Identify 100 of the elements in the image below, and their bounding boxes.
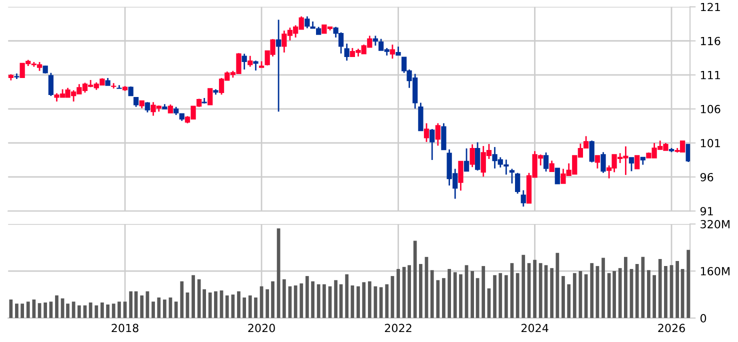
- candlestick: [248, 55, 253, 68]
- bar: [641, 256, 645, 318]
- candlestick: [372, 35, 378, 46]
- bar: [32, 300, 36, 318]
- bar: [214, 291, 218, 318]
- bar: [652, 275, 656, 318]
- bar: [266, 289, 270, 318]
- bar: [664, 266, 668, 318]
- bar: [572, 273, 576, 318]
- candlestick: [48, 72, 54, 97]
- candlestick: [344, 42, 350, 62]
- bar: [152, 302, 155, 318]
- bar: [44, 302, 48, 318]
- bar: [362, 282, 366, 318]
- y-tick-label: 116: [700, 36, 720, 46]
- bar: [504, 275, 508, 318]
- bar: [538, 263, 542, 318]
- bar: [647, 270, 650, 318]
- x-tick-label: 2026: [658, 324, 685, 332]
- candlestick: [144, 101, 150, 114]
- candlestick: [470, 144, 475, 168]
- bar: [106, 304, 110, 318]
- bar: [612, 271, 616, 318]
- bar: [590, 263, 594, 318]
- bar: [231, 294, 235, 318]
- bar: [459, 274, 462, 318]
- bar: [271, 281, 274, 318]
- bar: [140, 295, 144, 318]
- bar: [368, 281, 372, 318]
- bar: [413, 240, 417, 318]
- bar: [453, 272, 457, 318]
- bar: [470, 271, 474, 318]
- x-tick-label: 2022: [384, 324, 412, 332]
- y-tick-label: 91: [700, 206, 713, 216]
- candlestick: [509, 168, 515, 184]
- bar: [334, 280, 338, 318]
- candlestick: [634, 155, 640, 170]
- bar: [624, 256, 628, 318]
- bar: [345, 274, 349, 318]
- bar: [208, 292, 212, 318]
- candlestick: [242, 53, 247, 70]
- bar: [430, 270, 434, 318]
- candlestick: [441, 122, 446, 150]
- candlestick: [686, 144, 690, 163]
- candlestick: [430, 128, 435, 161]
- x-tick-label: 2020: [248, 324, 275, 332]
- bar: [408, 265, 411, 318]
- bar: [88, 302, 92, 318]
- candlestick: [464, 148, 470, 172]
- bar: [686, 250, 690, 318]
- bar: [242, 297, 246, 318]
- bar: [129, 291, 132, 318]
- bar: [225, 295, 229, 318]
- bar: [356, 286, 360, 318]
- bar: [192, 275, 195, 318]
- candlestick: [474, 142, 480, 172]
- bar: [162, 300, 166, 318]
- y-tick-label: 121: [700, 2, 720, 12]
- bar: [316, 284, 320, 318]
- bar: [118, 302, 121, 318]
- bar: [20, 304, 24, 318]
- y-tick-label: 96: [700, 172, 714, 182]
- candlestick: [515, 172, 520, 194]
- bar: [248, 295, 252, 318]
- x-tick-label: 2018: [112, 324, 138, 332]
- x-tick-label: 2024: [521, 324, 548, 332]
- bar: [676, 261, 679, 318]
- candlestick: [253, 60, 258, 72]
- bar: [578, 271, 582, 318]
- bar: [419, 264, 422, 318]
- bar: [448, 268, 452, 318]
- candlestick: [418, 102, 424, 132]
- candlestick: [554, 168, 560, 184]
- bar: [635, 264, 639, 318]
- bar: [254, 297, 258, 318]
- y-tick-label: 111: [700, 71, 720, 80]
- bar: [442, 278, 446, 318]
- bar: [9, 300, 13, 318]
- bar: [658, 258, 662, 318]
- bar: [282, 279, 286, 318]
- bar: [94, 305, 98, 318]
- bar: [300, 283, 304, 318]
- bar: [385, 284, 389, 318]
- bar: [55, 295, 58, 318]
- bar: [482, 266, 486, 318]
- candlestick: [589, 140, 594, 164]
- y-tick-label: 160M: [700, 267, 730, 276]
- bar: [562, 276, 565, 318]
- candlestick: [600, 151, 606, 174]
- y-tick-label: 101: [700, 138, 720, 148]
- bar: [100, 302, 104, 318]
- candlestick: [549, 160, 554, 172]
- bar: [15, 304, 18, 318]
- candlestick: [520, 190, 526, 208]
- candlestick: [543, 152, 549, 172]
- bar: [618, 268, 622, 318]
- y-tick-label: 106: [700, 104, 720, 114]
- bar: [522, 254, 526, 318]
- bar: [66, 304, 70, 318]
- bar: [396, 268, 400, 318]
